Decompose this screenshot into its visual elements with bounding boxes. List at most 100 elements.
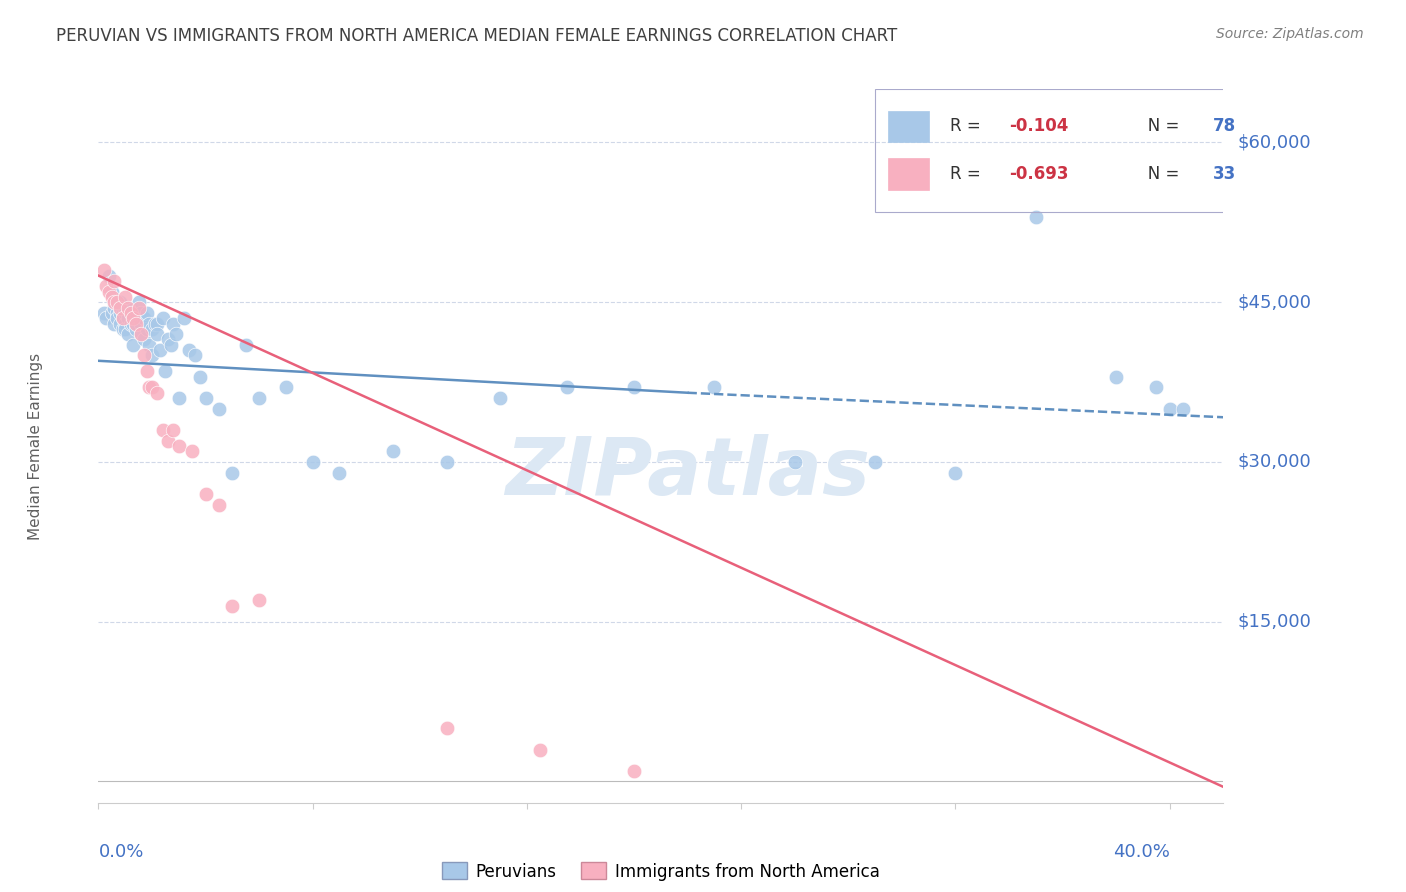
Point: [489, 391, 512, 405]
Point: [129, 327, 152, 342]
Point: [159, 338, 181, 352]
Point: [184, 349, 207, 363]
Point: [436, 455, 458, 469]
Point: [328, 466, 350, 480]
Point: [529, 742, 551, 756]
Point: [141, 380, 163, 394]
Point: [436, 721, 458, 735]
Point: [162, 317, 184, 331]
Point: [301, 455, 323, 469]
Point: [108, 317, 131, 331]
Point: [117, 306, 139, 320]
Point: [141, 322, 163, 336]
Point: [235, 338, 257, 352]
Text: $30,000: $30,000: [1237, 453, 1310, 471]
Text: N =: N =: [1132, 165, 1185, 184]
Point: [103, 317, 125, 331]
Point: [111, 311, 134, 326]
Point: [103, 274, 125, 288]
Point: [122, 317, 145, 331]
Point: [149, 343, 172, 358]
Point: [128, 301, 150, 315]
Point: [128, 295, 150, 310]
Point: [623, 380, 645, 394]
Point: [138, 380, 160, 394]
Point: [783, 455, 806, 469]
Point: [96, 311, 118, 326]
Text: 0.0%: 0.0%: [98, 843, 143, 861]
Point: [132, 311, 155, 326]
Point: [173, 311, 195, 326]
Point: [1025, 210, 1047, 224]
Point: [122, 306, 145, 320]
Point: [101, 306, 124, 320]
Point: [1105, 369, 1128, 384]
Point: [152, 423, 174, 437]
Point: [181, 444, 204, 458]
Point: [132, 333, 155, 347]
Point: [96, 279, 118, 293]
Text: $45,000: $45,000: [1237, 293, 1312, 311]
Point: [274, 380, 297, 394]
Point: [103, 301, 125, 315]
Point: [945, 466, 967, 480]
Point: [194, 487, 217, 501]
Point: [111, 311, 134, 326]
Point: [98, 285, 121, 299]
Point: [143, 317, 166, 331]
Point: [128, 311, 150, 326]
Point: [114, 290, 136, 304]
Point: [167, 391, 190, 405]
Point: [108, 306, 131, 320]
Point: [120, 301, 142, 315]
Point: [155, 364, 177, 378]
Text: R =: R =: [950, 165, 986, 184]
Text: 33: 33: [1212, 165, 1236, 184]
Point: [208, 401, 231, 416]
Bar: [889, 111, 928, 143]
Point: [105, 311, 128, 326]
Point: [125, 306, 148, 320]
Point: [188, 369, 211, 384]
Point: [125, 317, 148, 331]
Point: [120, 317, 142, 331]
Point: [105, 306, 128, 320]
Point: [138, 317, 160, 331]
Point: [117, 311, 139, 326]
Point: [93, 263, 115, 277]
Point: [555, 380, 578, 394]
Point: [623, 764, 645, 778]
Point: [129, 317, 152, 331]
Point: [152, 311, 174, 326]
Point: [703, 380, 725, 394]
Point: [105, 295, 128, 310]
Point: [863, 455, 886, 469]
Point: [125, 322, 148, 336]
Point: [247, 391, 270, 405]
Text: 78: 78: [1212, 118, 1236, 136]
Point: [221, 599, 243, 613]
Text: -0.693: -0.693: [1010, 165, 1069, 184]
Point: [146, 327, 169, 342]
Bar: [875, 89, 1291, 211]
Point: [103, 295, 125, 310]
Point: [108, 301, 131, 315]
Point: [114, 306, 136, 320]
Bar: [889, 159, 928, 190]
Point: [221, 466, 243, 480]
Point: [382, 444, 405, 458]
Point: [141, 349, 163, 363]
Text: Median Female Earnings: Median Female Earnings: [28, 352, 42, 540]
Point: [93, 306, 115, 320]
Point: [129, 306, 152, 320]
Point: [132, 349, 155, 363]
Point: [101, 290, 124, 304]
Point: [138, 338, 160, 352]
Text: Source: ZipAtlas.com: Source: ZipAtlas.com: [1216, 27, 1364, 41]
Text: -0.104: -0.104: [1010, 118, 1069, 136]
Text: ZIPatlas: ZIPatlas: [505, 434, 870, 512]
Point: [120, 306, 142, 320]
Point: [135, 322, 157, 336]
Point: [1144, 380, 1167, 394]
Point: [117, 301, 139, 315]
